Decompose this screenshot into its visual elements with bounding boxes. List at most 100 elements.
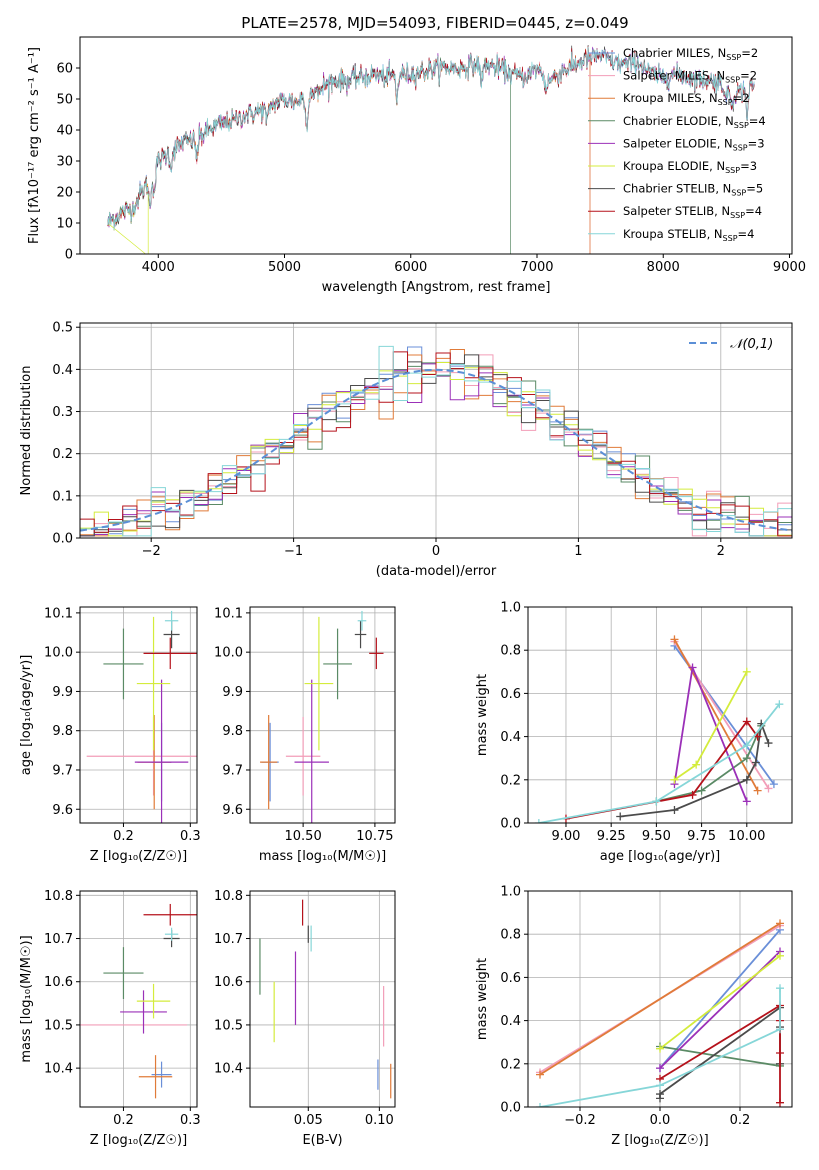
plus-marker <box>764 784 773 793</box>
y-tick-label: 0.0 <box>500 1101 521 1116</box>
plus-marker <box>776 1098 784 1107</box>
plus-marker <box>534 819 543 823</box>
plus-marker <box>692 760 701 769</box>
legend-entry: Chabrier MILES, NSSP=2 <box>623 46 758 62</box>
y-tick-label: 10.1 <box>44 606 73 621</box>
legend-nssp-value: 4 <box>755 204 762 218</box>
legend-nssp-sub: SSP <box>725 76 740 85</box>
plus-marker <box>536 1070 544 1079</box>
plus-marker <box>742 797 751 806</box>
plot-area <box>80 345 792 538</box>
histogram-step <box>80 345 792 538</box>
y-tick-label: 10.4 <box>214 1062 243 1077</box>
y-tick-label: 9.9 <box>52 685 73 700</box>
y-tick-label: 20 <box>56 186 73 201</box>
x-tick-label: 10.00 <box>728 829 765 844</box>
x-tick-label: −1 <box>284 544 303 559</box>
legend-entry: Salpeter MILES, NSSP=2 <box>623 69 757 85</box>
legend-entry: Kroupa ELODIE, NSSP=3 <box>623 159 757 175</box>
legend-nssp-prefix: , N <box>710 46 726 60</box>
plus-marker <box>776 984 784 993</box>
panel-2: 0.2 0.3 9.6 9.7 9.8 9.9 10.0 10.1 Z [log₁₀(Z/Z☉)… <box>19 606 201 864</box>
legend-nssp-eq: = <box>740 159 750 173</box>
legend-name: Salpeter STELIB <box>623 204 714 218</box>
y-tick-label: 9.6 <box>52 803 73 818</box>
legend-nssp-value: 2 <box>750 69 757 83</box>
y-tick-label: 9.8 <box>222 724 243 739</box>
axes-frame <box>79 36 793 255</box>
axes-frame <box>249 606 396 824</box>
legend-nssp-eq: = <box>748 136 758 150</box>
legend-nssp-value: 4 <box>758 114 765 128</box>
x-tick-label: −0.2 <box>564 1113 596 1128</box>
y-tick-label: 1.0 <box>500 885 521 900</box>
y-tick-label: 10.5 <box>44 1018 73 1033</box>
plus-marker <box>670 806 679 815</box>
y-axis-label: mass weight <box>475 958 490 1040</box>
plus-marker <box>764 739 773 748</box>
y-axis-label: mass [log₁₀(M/M☉)] <box>19 935 34 1062</box>
y-tick-label: 30 <box>56 155 73 170</box>
legend-nssp-eq: = <box>745 204 755 218</box>
x-tick-label: 0 <box>432 544 440 559</box>
plus-marker <box>776 1049 784 1057</box>
mass-weight-line <box>659 929 781 1069</box>
axes-frame <box>249 890 396 1108</box>
x-axis-label: mass [log₁₀(M/M☉)] <box>259 849 386 864</box>
mass-weight-line <box>659 955 781 1050</box>
plus-marker <box>775 700 784 709</box>
legend-nssp-prefix: , N <box>715 182 731 196</box>
x-tick-label: 0.3 <box>180 829 201 844</box>
plus-marker <box>656 1044 664 1053</box>
y-tick-label: 0.8 <box>500 928 521 943</box>
plus-marker <box>656 1090 664 1099</box>
x-tick-label: 4000 <box>142 260 175 275</box>
x-tick-label: 0.3 <box>180 1113 201 1128</box>
legend-nssp-eq: = <box>749 114 759 128</box>
y-tick-label: 9.8 <box>52 724 73 739</box>
x-tick-label: 0.2 <box>113 829 134 844</box>
x-axis-label: E(B-V) <box>302 1133 342 1148</box>
mass-weight-line <box>656 725 763 803</box>
y-tick-label: 10.0 <box>44 646 73 661</box>
plus-marker <box>776 951 784 960</box>
legend-name: Kroupa MILES <box>623 91 702 105</box>
axes-frame <box>527 606 793 824</box>
y-tick-label: 0.0 <box>500 817 521 832</box>
y-tick-label: 0.6 <box>500 971 521 986</box>
legend-entry: Chabrier STELIB, NSSP=5 <box>623 182 763 198</box>
y-tick-label: 0.4 <box>500 730 521 745</box>
y-tick-label: 60 <box>56 62 73 77</box>
x-axis-label: Z [log₁₀(Z/Z☉)] <box>611 1133 708 1148</box>
axes-frame <box>79 890 198 1108</box>
plus-marker <box>751 758 760 767</box>
x-axis-label: Z [log₁₀(Z/Z☉)] <box>90 1133 187 1148</box>
y-tick-label: 10.8 <box>44 889 73 904</box>
x-axis-label: age [log₁₀(age/yr)] <box>600 849 721 864</box>
y-axis-label: Flux [fλ10⁻¹⁷ erg cm⁻² s⁻¹ A⁻¹] <box>27 47 42 244</box>
legend-nssp-value: 2 <box>751 46 758 60</box>
legend-nssp-prefix: , N <box>718 114 734 128</box>
plot-area <box>260 610 384 823</box>
legend-name: Kroupa STELIB <box>623 227 707 241</box>
legend-nssp-sub: SSP <box>718 98 733 107</box>
x-tick-label: 9.00 <box>551 829 580 844</box>
y-axis-label: mass weight <box>475 674 490 756</box>
legend-entry: 𝒩(0,1) <box>730 337 773 352</box>
y-tick-label: 0.4 <box>500 1014 521 1029</box>
y-tick-label: 0.2 <box>52 447 73 462</box>
plus-marker <box>656 1064 664 1073</box>
y-tick-label: 0.2 <box>500 1057 521 1072</box>
plot-area <box>536 919 784 1107</box>
legend-name: Kroupa ELODIE <box>623 159 709 173</box>
y-tick-label: 0.1 <box>52 489 73 504</box>
y-tick-label: 10.6 <box>44 975 73 990</box>
legend-entry: Salpeter ELODIE, NSSP=3 <box>623 136 765 152</box>
x-tick-label: 9.50 <box>642 829 671 844</box>
legend-nssp-value: 4 <box>747 227 754 241</box>
plus-marker <box>697 786 706 795</box>
y-tick-label: 10.7 <box>214 932 243 947</box>
y-tick-label: 0.8 <box>500 644 521 659</box>
legend-name: Salpeter MILES <box>623 69 709 83</box>
